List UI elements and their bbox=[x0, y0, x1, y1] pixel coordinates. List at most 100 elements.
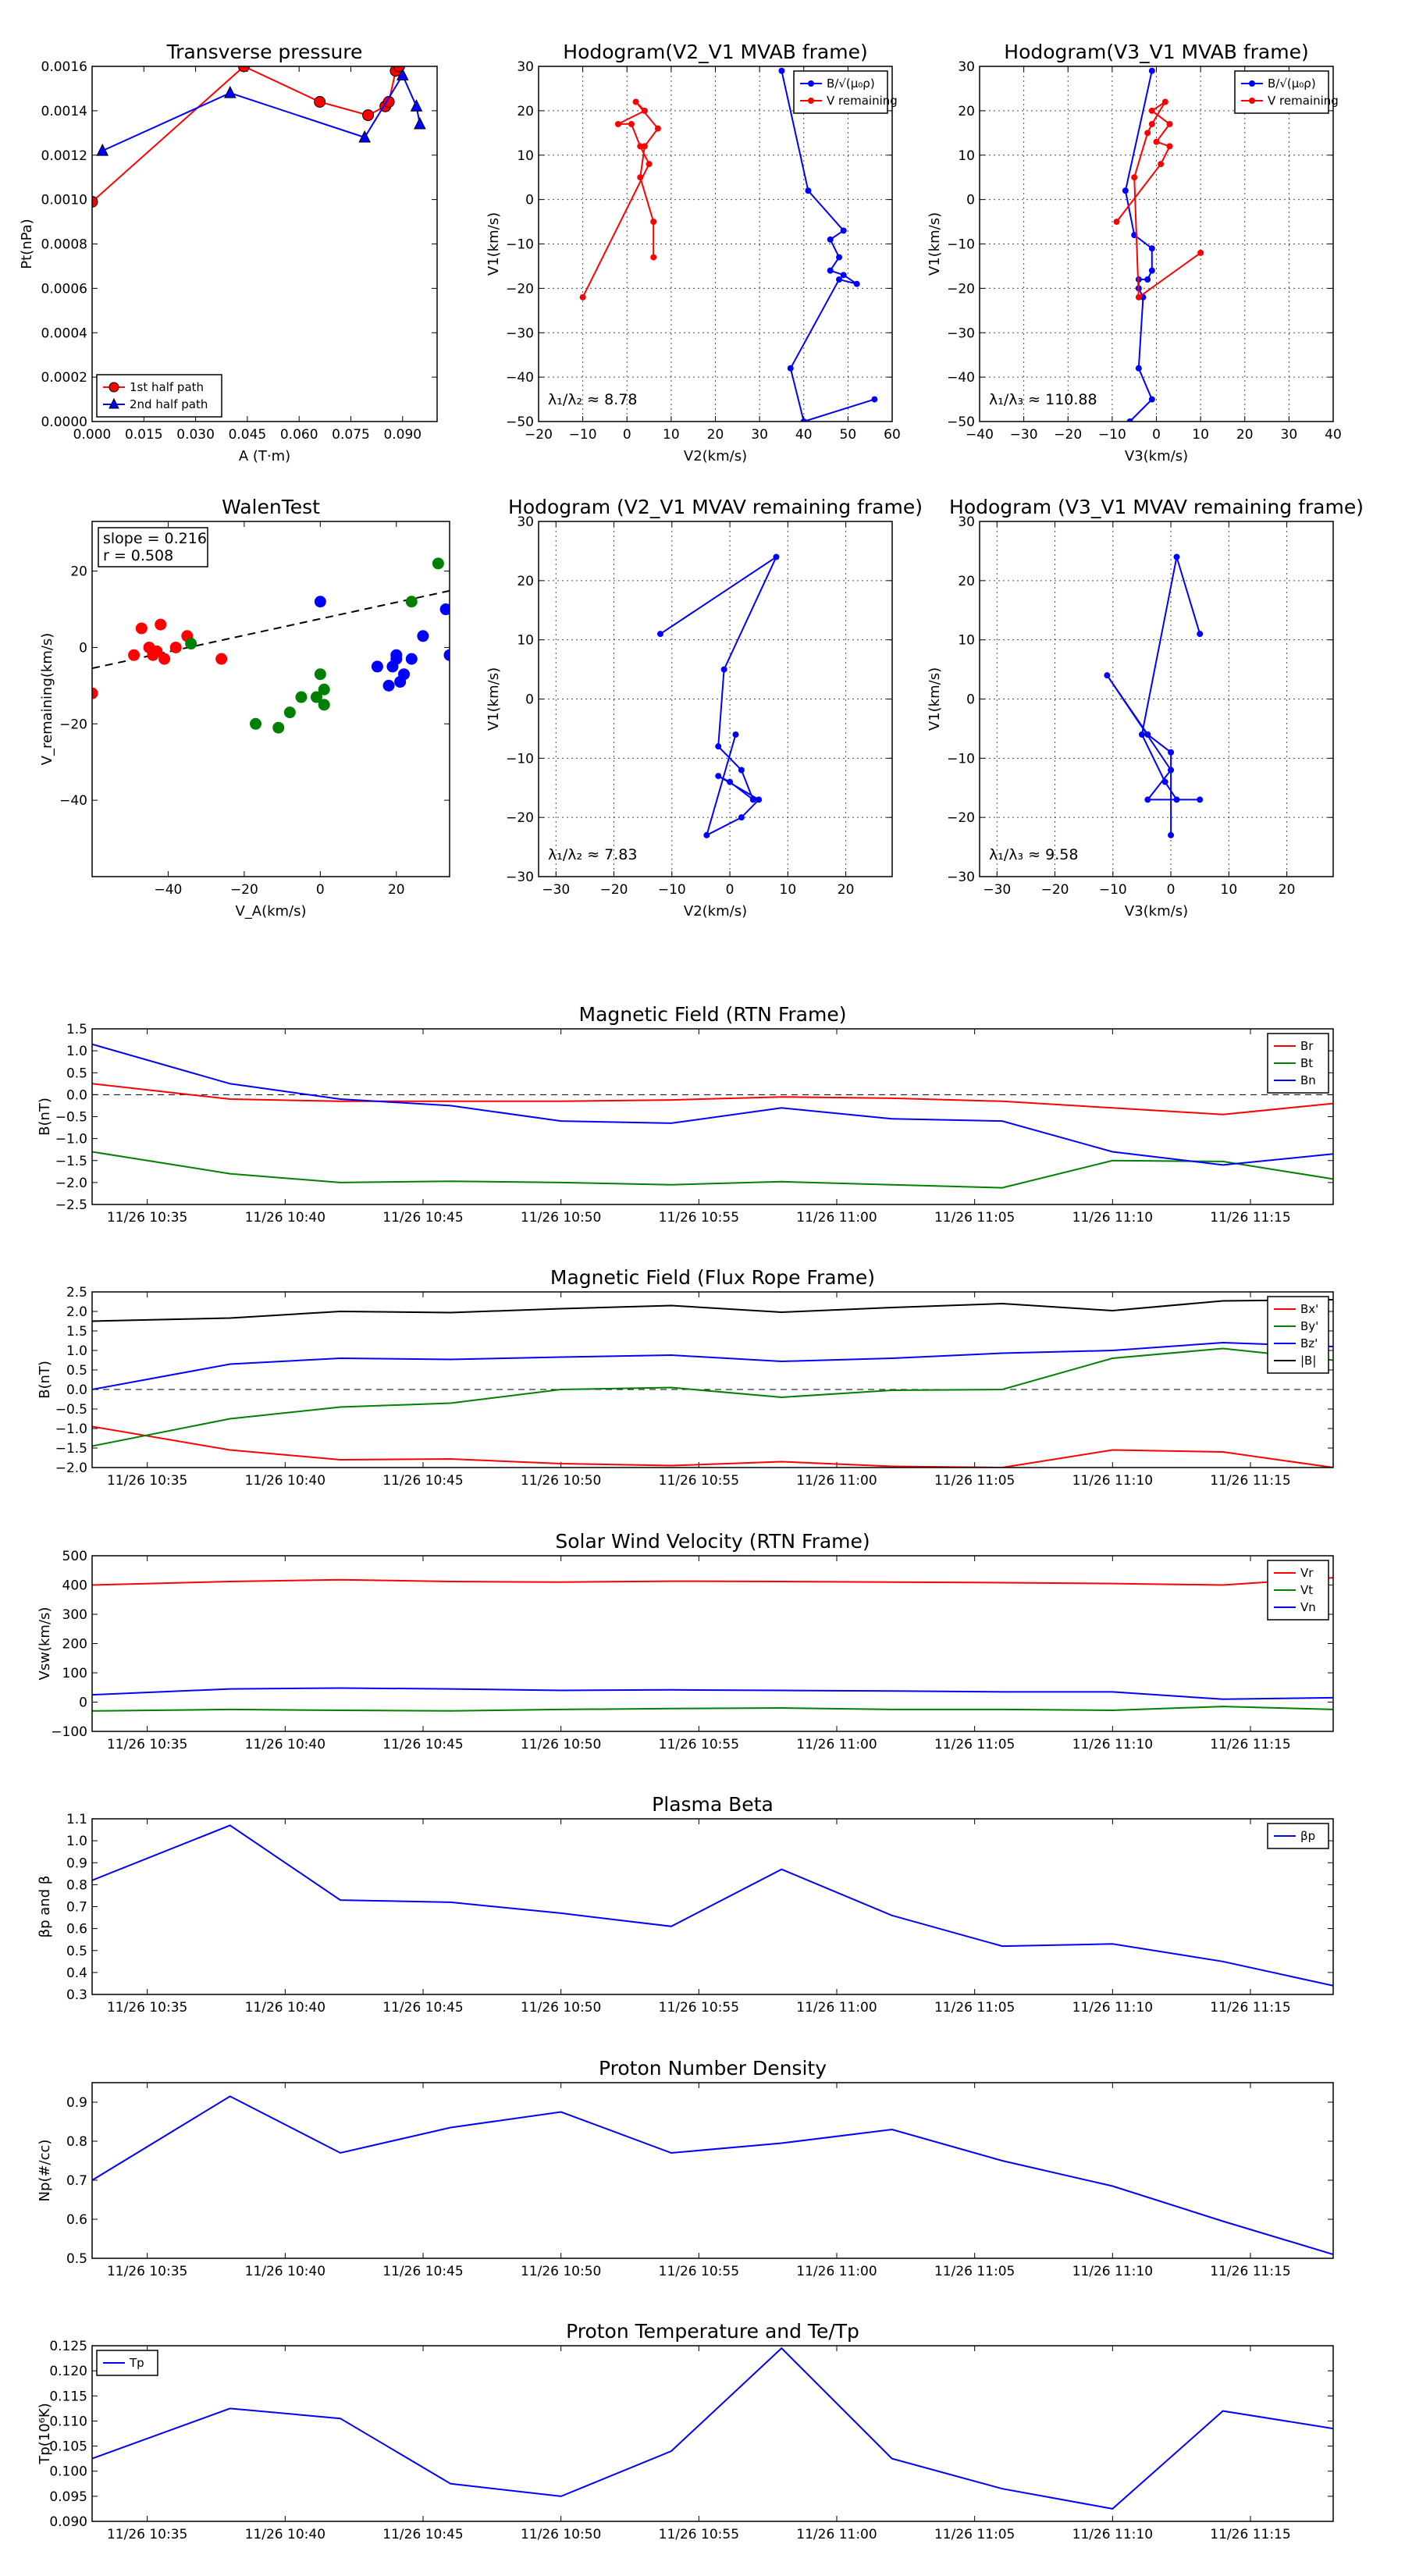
legend-label: Bn bbox=[1300, 1073, 1316, 1087]
data-point bbox=[1148, 67, 1155, 74]
y-tick-label: 0.7 bbox=[66, 1900, 87, 1916]
chart-h2: Hodogram(V3_V1 MVAB frame) −40 −30 −20 −10 0 1… bbox=[927, 41, 1342, 464]
axes-frame bbox=[91, 1818, 1334, 1995]
y-tick-label: 0.110 bbox=[49, 2414, 87, 2429]
chart-h3: Hodogram (V2_V1 MVAV remaining frame) −30… bbox=[486, 496, 923, 920]
y-tick-label: 200 bbox=[62, 1637, 87, 1653]
x-tick-label: −20 bbox=[525, 427, 553, 443]
axes-frame bbox=[979, 521, 1334, 877]
x-tick-label: 11/26 10:55 bbox=[659, 1210, 739, 1226]
chart-ts2: Magnetic Field (Flux Rope Frame) 11/26 10… bbox=[37, 1266, 1334, 1489]
data-point bbox=[1173, 796, 1180, 803]
data-point bbox=[147, 649, 159, 661]
plot-area bbox=[92, 2347, 1333, 2510]
y-tick-label: 300 bbox=[62, 1607, 87, 1623]
data-point bbox=[773, 553, 780, 560]
y-tick-label: −0.5 bbox=[55, 1110, 87, 1126]
data-point bbox=[840, 227, 847, 234]
legend-label: By' bbox=[1300, 1319, 1318, 1333]
y-axis-label: V1(km/s) bbox=[486, 212, 502, 276]
x-tick-label: 11/26 10:35 bbox=[107, 1473, 187, 1489]
y-tick-label: 0.0008 bbox=[41, 237, 87, 253]
legend-label: Vn bbox=[1300, 1600, 1316, 1614]
x-tick-label: 11/26 10:55 bbox=[659, 2000, 739, 2016]
y-tick-label: −2.0 bbox=[55, 1461, 87, 1476]
legend: Bx' By' Bz' |B| bbox=[1267, 1296, 1329, 1374]
data-point bbox=[405, 653, 418, 665]
axes-frame bbox=[91, 1028, 1334, 1205]
y-tick-label: −10 bbox=[947, 237, 975, 253]
data-point bbox=[318, 683, 330, 696]
ratio-annotation: λ₁/λ₃ ≈ 9.58 bbox=[989, 846, 1078, 863]
x-tick-label: 0.000 bbox=[73, 427, 112, 443]
data-point bbox=[432, 557, 444, 570]
data-point bbox=[1135, 294, 1142, 301]
y-tick-label: −20 bbox=[59, 717, 87, 732]
y-tick-label: 0.095 bbox=[49, 2489, 87, 2505]
axes-frame bbox=[91, 521, 450, 877]
x-tick-label: 0.090 bbox=[383, 427, 422, 443]
chart-title: Hodogram (V2_V1 MVAV remaining frame) bbox=[508, 496, 923, 518]
x-tick-label: 11/26 11:00 bbox=[796, 2264, 877, 2279]
stats-text: slope = 0.216 bbox=[103, 530, 207, 547]
data-point bbox=[1197, 631, 1204, 638]
data-point bbox=[1113, 219, 1120, 226]
data-point bbox=[283, 706, 296, 719]
x-axis-label: V3(km/s) bbox=[1125, 448, 1188, 464]
y-tick-label: 0.090 bbox=[49, 2514, 87, 2530]
y-tick-label: 0.5 bbox=[66, 1944, 87, 1959]
series-line-βp bbox=[92, 1824, 1333, 1987]
x-tick-label: 30 bbox=[1281, 427, 1298, 443]
y-tick-label: 0.3 bbox=[66, 1987, 87, 2003]
y-tick-label: 0.0006 bbox=[41, 281, 87, 297]
y-tick-label: −30 bbox=[947, 326, 975, 341]
x-tick-label: 10 bbox=[663, 427, 680, 443]
y-tick-label: −10 bbox=[506, 237, 534, 253]
chart-title: Hodogram(V3_V1 MVAB frame) bbox=[1004, 41, 1308, 63]
plot-area bbox=[92, 66, 426, 208]
x-tick-label: 40 bbox=[1325, 427, 1342, 443]
legend-label: B/√(μ₀ρ) bbox=[1268, 76, 1316, 91]
data-point bbox=[1148, 396, 1155, 403]
y-tick-label: 0 bbox=[966, 193, 975, 208]
x-axis-label: V2(km/s) bbox=[684, 448, 747, 464]
series-line-Br bbox=[92, 1083, 1333, 1115]
data-point bbox=[314, 668, 326, 681]
y-tick-label: 400 bbox=[62, 1578, 87, 1594]
y-tick-label: 1.0 bbox=[66, 1044, 87, 1059]
y-tick-label: 20 bbox=[517, 574, 534, 589]
legend-label: Bx' bbox=[1300, 1302, 1318, 1316]
chart-ts6: Proton Temperature and Te/Tp 11/26 10:35 1… bbox=[37, 2320, 1334, 2542]
chart-title: Proton Temperature and Te/Tp bbox=[566, 2320, 859, 2343]
y-axis-label: V1(km/s) bbox=[486, 667, 502, 731]
y-tick-label: −30 bbox=[947, 870, 975, 885]
y-tick-label: 30 bbox=[958, 514, 975, 530]
data-point bbox=[314, 596, 326, 608]
plot-area bbox=[656, 553, 780, 838]
x-tick-label: 11/26 10:40 bbox=[245, 2527, 325, 2542]
x-tick-label: −30 bbox=[983, 882, 1011, 898]
chart-title: WalenTest bbox=[222, 496, 320, 518]
data-point bbox=[787, 365, 794, 372]
x-tick-label: −20 bbox=[1054, 427, 1082, 443]
y-tick-label: 10 bbox=[517, 633, 534, 649]
y-tick-label: 0.120 bbox=[49, 2364, 87, 2379]
y-tick-label: 1.0 bbox=[66, 1343, 87, 1359]
data-point bbox=[650, 219, 657, 226]
plot-area bbox=[92, 1043, 1333, 1189]
y-tick-label: −1.5 bbox=[55, 1441, 87, 1457]
data-point bbox=[310, 691, 322, 703]
x-tick-label: 11/26 11:15 bbox=[1210, 2000, 1290, 2016]
data-point bbox=[1168, 767, 1175, 774]
y-axis-label: Pt(nPa) bbox=[19, 219, 35, 269]
y-tick-label: −50 bbox=[506, 415, 534, 430]
x-tick-label: 11/26 10:35 bbox=[107, 2264, 187, 2279]
y-tick-label: 0.0014 bbox=[41, 104, 87, 119]
x-tick-label: 50 bbox=[840, 427, 857, 443]
legend-label: |B| bbox=[1300, 1354, 1316, 1368]
legend-box bbox=[1234, 70, 1329, 114]
data-point bbox=[1161, 778, 1168, 785]
y-tick-label: 0.5 bbox=[66, 2251, 87, 2267]
data-point bbox=[1144, 276, 1151, 283]
y-axis-label: Np(#/cc) bbox=[37, 2140, 53, 2202]
